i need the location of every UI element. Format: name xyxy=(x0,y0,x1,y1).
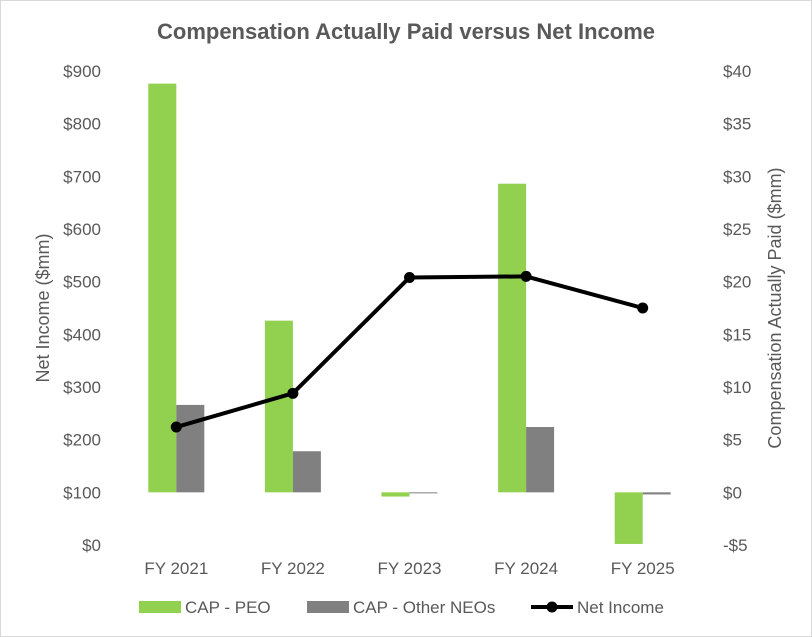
left-axis-title: Net Income ($mm) xyxy=(33,233,53,382)
left-tick-label: $800 xyxy=(63,115,101,134)
left-tick-label: $0 xyxy=(82,536,101,555)
left-tick-label: $400 xyxy=(63,325,101,344)
x-tick-label: FY 2025 xyxy=(611,559,675,578)
net-income-point-fy-2021 xyxy=(170,421,182,433)
bar-cap-peo-fy-2021 xyxy=(148,83,177,493)
right-tick-label: $15 xyxy=(723,325,751,344)
right-tick-label: $30 xyxy=(723,167,751,186)
right-tick-label: $5 xyxy=(723,431,742,450)
bar-cap-other-neos-fy-2023 xyxy=(409,492,438,494)
x-tick-label: FY 2023 xyxy=(378,559,442,578)
left-tick-label: $100 xyxy=(63,483,101,502)
right-axis-title: Compensation Actually Paid ($mm) xyxy=(765,167,785,448)
left-tick-label: $600 xyxy=(63,220,101,239)
bar-cap-peo-fy-2023 xyxy=(381,492,410,497)
bar-cap-other-neos-fy-2024 xyxy=(526,427,555,493)
net-income-point-fy-2025 xyxy=(637,302,649,314)
bar-cap-peo-fy-2024 xyxy=(498,183,527,493)
x-tick-label: FY 2024 xyxy=(494,559,558,578)
net-income-point-fy-2023 xyxy=(404,271,415,283)
legend-marker-net-income xyxy=(546,601,558,613)
legend-label: CAP - Other NEOs xyxy=(353,598,495,617)
left-tick-label: $200 xyxy=(63,431,101,450)
right-tick-label: $25 xyxy=(723,220,751,239)
left-tick-label: $900 xyxy=(63,62,101,81)
legend-label: CAP - PEO xyxy=(185,598,271,617)
legend-swatch-cap-peo xyxy=(139,601,181,613)
left-tick-label: $700 xyxy=(63,167,101,186)
right-tick-label: $40 xyxy=(723,62,751,81)
legend-label: Net Income xyxy=(577,598,664,617)
right-tick-label: $20 xyxy=(723,273,751,292)
net-income-point-fy-2022 xyxy=(287,387,299,399)
left-tick-label: $500 xyxy=(63,273,101,292)
bar-cap-peo-fy-2022 xyxy=(264,320,293,493)
bar-cap-other-neos-fy-2021 xyxy=(176,404,205,493)
right-tick-label: $0 xyxy=(723,483,742,502)
right-tick-label: $10 xyxy=(723,378,751,397)
right-tick-label: $35 xyxy=(723,115,751,134)
right-tick-label: -$5 xyxy=(723,536,748,555)
net-income-point-fy-2024 xyxy=(520,270,532,282)
bar-cap-peo-fy-2025 xyxy=(614,492,643,544)
bar-cap-other-neos-fy-2025 xyxy=(642,492,671,495)
bar-cap-other-neos-fy-2022 xyxy=(292,451,321,493)
x-tick-label: FY 2022 xyxy=(261,559,325,578)
legend-swatch-cap-other-neos xyxy=(307,601,349,613)
left-tick-label: $300 xyxy=(63,378,101,397)
x-tick-label: FY 2021 xyxy=(144,559,208,578)
net-income-line xyxy=(175,274,644,429)
chart-title: Compensation Actually Paid versus Net In… xyxy=(157,19,655,44)
